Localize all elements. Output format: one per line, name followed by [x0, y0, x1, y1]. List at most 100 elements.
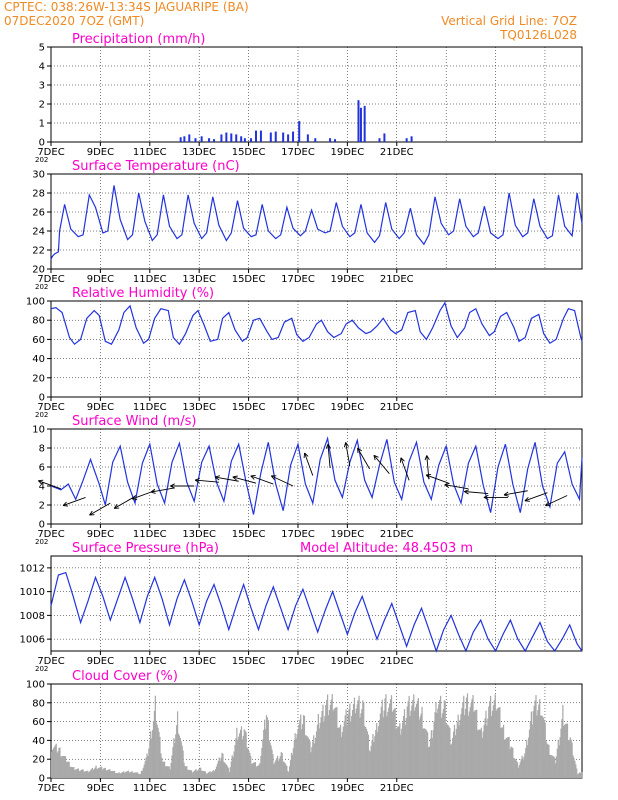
cloud-bar — [247, 748, 249, 778]
cloud-bar — [173, 738, 175, 778]
cloud-bar — [332, 710, 334, 778]
cloud-bar — [550, 754, 552, 778]
cloud-bar — [130, 771, 132, 778]
cloud-bar — [395, 728, 397, 778]
cloud-bar — [326, 694, 329, 778]
cloud-bar — [170, 762, 172, 778]
wind-arrow-head — [503, 491, 509, 497]
precip-bar — [298, 121, 301, 142]
cloud-bar — [118, 772, 120, 778]
cloud-bar — [86, 770, 88, 778]
cloud-bar — [297, 729, 299, 778]
cloud-bar — [536, 715, 538, 778]
cloud-bar — [378, 720, 381, 778]
cloud-bar — [143, 764, 145, 778]
cloud-bar — [147, 755, 149, 778]
cloud-bar — [353, 697, 356, 778]
cloud-bar — [406, 706, 408, 778]
cloud-bar — [307, 737, 309, 778]
cloud-bar — [522, 759, 524, 778]
temp-xtick-label: 17DEC — [281, 274, 315, 285]
wind-arrow-head — [38, 479, 44, 485]
precip-bar — [225, 132, 228, 142]
cloud-bar — [497, 707, 499, 778]
temp-xtick-label: 11DEC — [133, 274, 167, 285]
cloud-bar — [392, 710, 394, 778]
cloud-bar — [125, 771, 127, 778]
cloud-bar — [66, 761, 68, 778]
cloud-bar — [461, 708, 463, 778]
cloud-bar — [240, 726, 243, 778]
cloud-bar — [244, 730, 246, 778]
cloud-bar — [561, 719, 563, 778]
humidity-panel: 0 20 40 60 80 100 7DEC 9DEC 11DEC 13DEC 15DEC 17DEC… — [26, 286, 583, 419]
cloud-bar — [324, 715, 326, 778]
cloud-bar — [310, 752, 312, 778]
wind-arrow — [524, 492, 548, 502]
cloud-bar — [467, 715, 469, 778]
cloud-bar — [518, 765, 520, 778]
cloud-bar — [576, 768, 578, 778]
cloud-bar — [360, 713, 362, 778]
wind-arrow — [62, 496, 86, 507]
cloud-bar — [271, 749, 273, 778]
cloud-bar — [355, 708, 357, 778]
cloud-bar — [470, 703, 472, 778]
cloud-bar — [352, 703, 355, 778]
cloud-bar — [218, 757, 220, 778]
cloud-bar — [224, 762, 226, 778]
cloud-bar — [577, 773, 579, 778]
cloud-bar — [94, 767, 96, 778]
temperature-panel: 20 22 24 26 28 30 7DEC 9DEC 11DEC 13DEC 15DEC 17DEC… — [32, 159, 583, 291]
wind-arrow-head — [89, 510, 95, 516]
cloud-bar — [370, 746, 372, 778]
cloud-bar — [214, 769, 217, 778]
cloud-bar — [257, 765, 259, 778]
cloud-bar — [144, 761, 146, 778]
cloud-bar — [155, 722, 157, 778]
cloud-bar — [344, 715, 346, 778]
wind-arrow-head — [425, 473, 432, 479]
cloud-bar — [138, 774, 141, 778]
cloud-bar — [498, 707, 500, 778]
cloud-bar — [410, 710, 412, 778]
cloud-bar — [496, 709, 498, 778]
cloud-bar — [131, 771, 133, 778]
temp-ytick-label: 22 — [32, 246, 45, 257]
precip-xtick-label: 11DEC — [133, 147, 167, 158]
cloud-bar — [52, 748, 55, 778]
rh-ytick-label: 0 — [39, 393, 45, 404]
cloud-bar — [315, 731, 318, 778]
rh-xtick-label: 11DEC — [133, 402, 167, 413]
cloud-bar — [552, 755, 554, 778]
pres-xtick-label: 21DEC — [380, 656, 414, 667]
cloud-bar — [408, 695, 410, 778]
cloud-bar — [171, 755, 173, 778]
cloud-bar — [412, 699, 414, 778]
model-altitude: Model Altitude: 48.4503 m — [300, 541, 473, 556]
precip-bar — [334, 139, 337, 142]
cloud-bar — [389, 699, 392, 778]
cloud-bar — [225, 763, 227, 778]
cloud-bar — [414, 707, 417, 778]
cloud-bar — [475, 709, 477, 778]
cloud-bar — [481, 737, 483, 778]
cloud-bar — [420, 713, 422, 778]
cloud-bar — [341, 731, 344, 778]
cloud-bar — [193, 770, 195, 778]
cloud-bar — [172, 747, 174, 778]
cloud-bar — [457, 714, 459, 778]
precip-xtick-label: 21DEC — [380, 147, 414, 158]
cloud-bar — [394, 708, 396, 778]
cloud-bar — [165, 766, 168, 778]
cloud-bar — [128, 772, 131, 778]
cloud-bar — [477, 729, 480, 778]
cloud-bar — [153, 711, 156, 778]
cloud-bar — [464, 708, 467, 778]
cloud-bar — [140, 770, 143, 778]
cloud-bar — [67, 761, 69, 778]
wind-ytick-label: 2 — [39, 501, 45, 512]
cloud-bar — [166, 766, 168, 778]
cloud-bar — [135, 772, 137, 778]
